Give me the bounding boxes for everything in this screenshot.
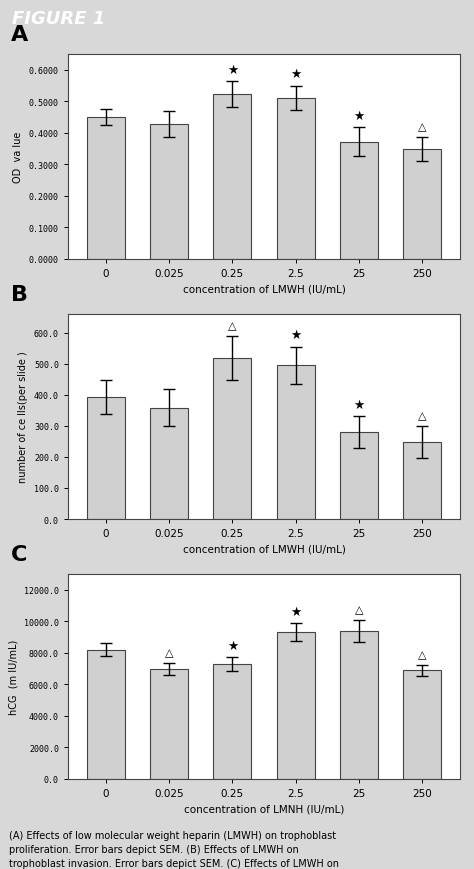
Y-axis label: hCG  (m IU/mL): hCG (m IU/mL) bbox=[9, 639, 18, 714]
Text: ★: ★ bbox=[227, 639, 238, 652]
Bar bbox=[87, 397, 125, 520]
Text: ★: ★ bbox=[353, 109, 365, 123]
Bar bbox=[277, 633, 315, 779]
Text: B: B bbox=[11, 284, 28, 304]
Bar bbox=[403, 442, 441, 520]
Text: ★: ★ bbox=[227, 63, 238, 76]
Bar bbox=[340, 143, 378, 260]
Bar bbox=[340, 433, 378, 520]
Text: ★: ★ bbox=[290, 328, 301, 342]
Y-axis label: number of ce lls(per slide ): number of ce lls(per slide ) bbox=[18, 351, 28, 483]
Bar bbox=[403, 150, 441, 260]
Bar bbox=[150, 670, 188, 779]
Bar bbox=[213, 95, 251, 260]
Text: △: △ bbox=[355, 604, 363, 614]
X-axis label: concentration of LMΝH (IU/mL): concentration of LMΝH (IU/mL) bbox=[184, 804, 344, 813]
Bar bbox=[87, 118, 125, 260]
Text: △: △ bbox=[418, 123, 426, 132]
Bar bbox=[277, 366, 315, 520]
Y-axis label: OD  va lue: OD va lue bbox=[13, 132, 23, 183]
Text: (A) Effects of low molecular weight heparin (LMWH) on trophoblast
proliferation.: (A) Effects of low molecular weight hepa… bbox=[9, 831, 339, 869]
Text: C: C bbox=[11, 544, 27, 564]
Bar bbox=[150, 408, 188, 520]
Text: △: △ bbox=[418, 411, 426, 421]
Bar bbox=[403, 670, 441, 779]
Bar bbox=[340, 631, 378, 779]
Text: A: A bbox=[11, 24, 28, 44]
Bar bbox=[213, 664, 251, 779]
X-axis label: concentration of LMWH (IU/mL): concentration of LMWH (IU/mL) bbox=[182, 544, 346, 554]
Text: △: △ bbox=[165, 648, 173, 658]
Text: ★: ★ bbox=[353, 398, 365, 411]
Bar bbox=[277, 99, 315, 260]
Text: ★: ★ bbox=[290, 69, 301, 82]
Text: △: △ bbox=[418, 649, 426, 660]
Text: FIGURE 1: FIGURE 1 bbox=[12, 10, 105, 28]
X-axis label: concentration of LMWH (IU/mL): concentration of LMWH (IU/mL) bbox=[182, 284, 346, 295]
Bar bbox=[87, 650, 125, 779]
Bar bbox=[150, 125, 188, 260]
Bar bbox=[213, 359, 251, 520]
Text: ★: ★ bbox=[290, 605, 301, 618]
Text: △: △ bbox=[228, 322, 237, 331]
